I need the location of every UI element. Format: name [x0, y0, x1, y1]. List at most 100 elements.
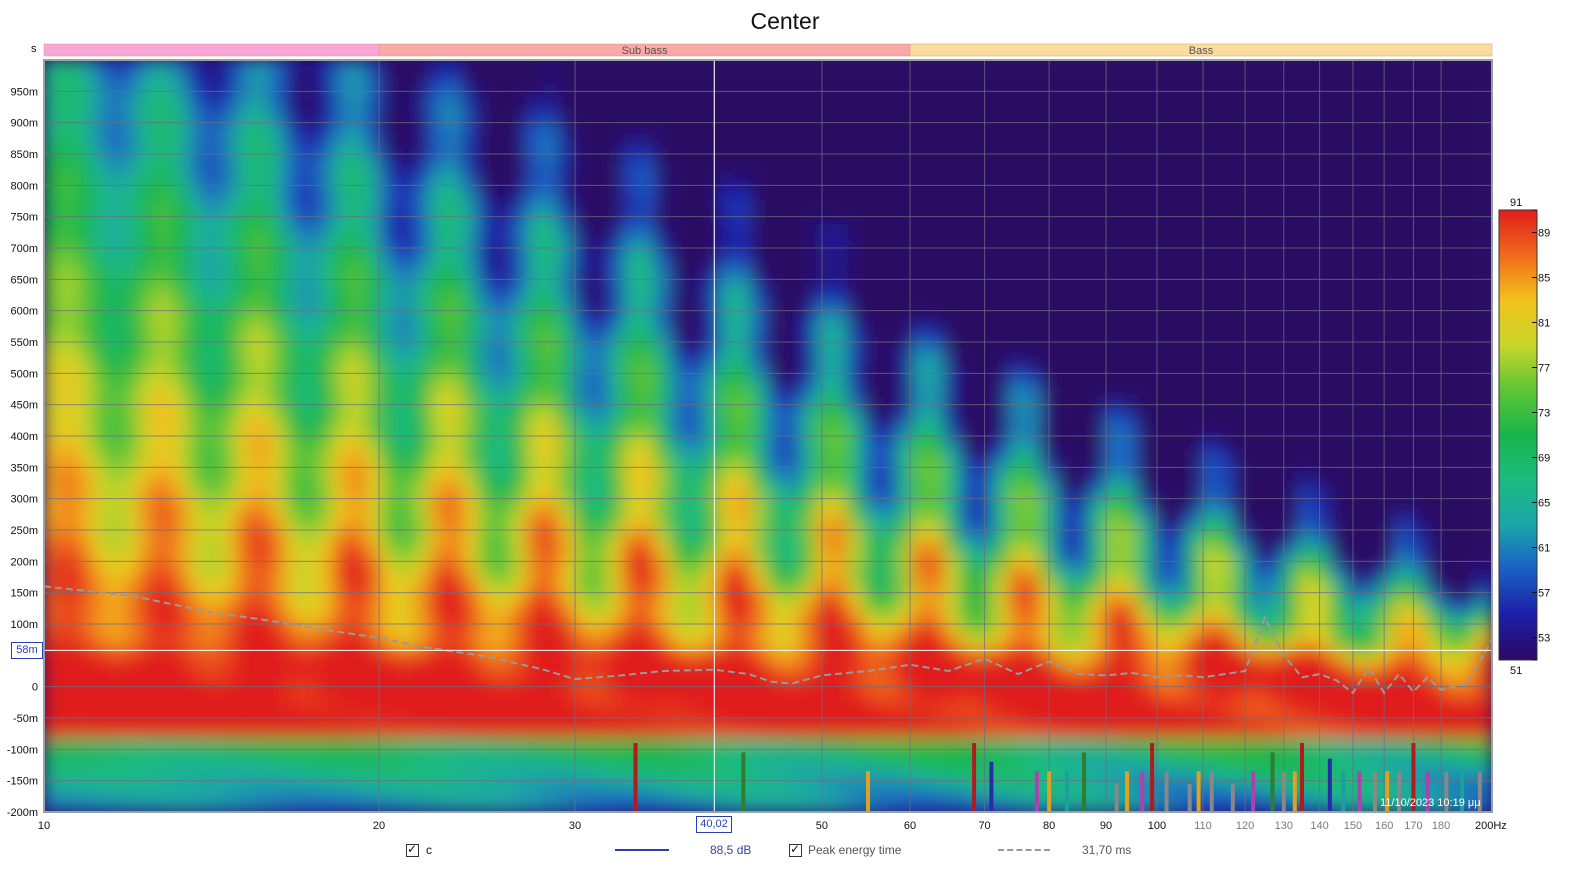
heat-cell: [348, 284, 367, 300]
heat-cell: [332, 748, 351, 763]
heat-cell: [911, 472, 930, 488]
heat-cell: [332, 109, 351, 124]
heat-cell: [284, 60, 303, 74]
heat-cell: [477, 735, 496, 751]
heat-cell: [557, 560, 576, 575]
heat-cell: [847, 597, 866, 613]
heat-cell: [91, 572, 110, 588]
heat-cell: [316, 623, 335, 638]
heat-cell: [1008, 347, 1027, 362]
heat-cell: [718, 159, 737, 174]
heat-cell: [1137, 109, 1156, 124]
heat-cell: [59, 572, 78, 588]
heat-cell: [1233, 109, 1252, 124]
heat-cell: [1330, 221, 1349, 237]
heat-cell: [332, 309, 351, 325]
heat-cell: [364, 60, 383, 74]
heat-cell: [1233, 723, 1252, 738]
heat-cell: [1217, 322, 1236, 337]
heat-cell: [1362, 284, 1381, 300]
heat-cell: [847, 384, 866, 400]
heat-cell: [75, 648, 94, 663]
heat-cell: [1072, 785, 1091, 801]
heat-cell: [960, 497, 979, 513]
heat-cell: [155, 259, 174, 275]
heat-cell: [396, 723, 416, 738]
heat-cell: [638, 284, 657, 300]
heat-cell: [477, 447, 496, 463]
heat-cell: [1008, 698, 1027, 713]
heat-cell: [911, 447, 930, 463]
heat-cell: [493, 610, 512, 625]
heat-cell: [187, 234, 206, 249]
heat-cell: [300, 485, 319, 500]
heat-cell: [1330, 648, 1349, 663]
heat-cell: [396, 510, 416, 525]
heat-cell: [107, 184, 126, 199]
heat-cell: [783, 597, 802, 613]
heat-cell: [91, 610, 110, 625]
heat-cell: [1088, 685, 1107, 701]
heat-cell: [670, 171, 689, 187]
heat-cell: [927, 447, 946, 463]
heat-cell: [654, 284, 673, 300]
heat-cell: [525, 159, 544, 174]
heat-cell: [252, 735, 271, 751]
heat-cell: [911, 409, 930, 425]
heat-cell: [1217, 472, 1236, 488]
heat-cell: [59, 96, 78, 112]
heat-cell: [1169, 71, 1188, 87]
heat-cell: [1346, 247, 1365, 262]
heat-cell: [992, 435, 1011, 450]
heat-cell: [1314, 547, 1333, 563]
heat-cell: [91, 560, 110, 575]
chart-title: Center: [750, 8, 820, 34]
heat-cell: [895, 309, 914, 325]
heat-cell: [1330, 660, 1349, 676]
heat-cell: [187, 309, 206, 325]
heat-cell: [943, 309, 963, 325]
heat-cell: [44, 673, 62, 688]
heat-cell: [139, 284, 158, 300]
heat-cell: [59, 109, 78, 124]
heat-cell: [1024, 221, 1043, 237]
heat-cell: [445, 635, 464, 651]
heat-cell: [123, 284, 142, 300]
heat-cell: [1008, 384, 1027, 400]
heat-cell: [75, 384, 94, 400]
heat-cell: [219, 259, 239, 275]
heat-cell: [895, 71, 914, 87]
heat-cell: [541, 134, 560, 149]
heat-cell: [252, 673, 271, 688]
heat-cell: [1153, 748, 1172, 763]
heat-cell: [1104, 247, 1123, 262]
heat-cell: [380, 748, 399, 763]
heat-cell: [573, 798, 593, 812]
heat-cell: [1169, 159, 1188, 174]
heat-cell: [44, 785, 62, 801]
heat-cell: [123, 560, 142, 575]
heat-cell: [815, 60, 834, 74]
heat-cell: [799, 259, 818, 275]
heat-cell: [139, 723, 158, 738]
heat-cell: [815, 259, 834, 275]
heat-cell: [413, 372, 432, 387]
heat-cell: [831, 673, 850, 688]
heat-cell: [879, 760, 898, 776]
heat-cell: [863, 309, 882, 325]
heat-cell: [799, 284, 818, 300]
heat-cell: [992, 221, 1011, 237]
heat-cell: [750, 748, 769, 763]
heat-cell: [1072, 560, 1091, 575]
heat-cell: [203, 635, 222, 651]
heat-cell: [1169, 785, 1188, 801]
heat-cell: [107, 673, 126, 688]
heat-cell: [187, 735, 206, 751]
heat-cell: [396, 660, 416, 676]
heat-cell: [348, 673, 367, 688]
heat-cell: [557, 109, 576, 124]
heat-cell: [187, 660, 206, 676]
heat-cell: [606, 184, 625, 199]
heat-cell: [590, 284, 609, 300]
